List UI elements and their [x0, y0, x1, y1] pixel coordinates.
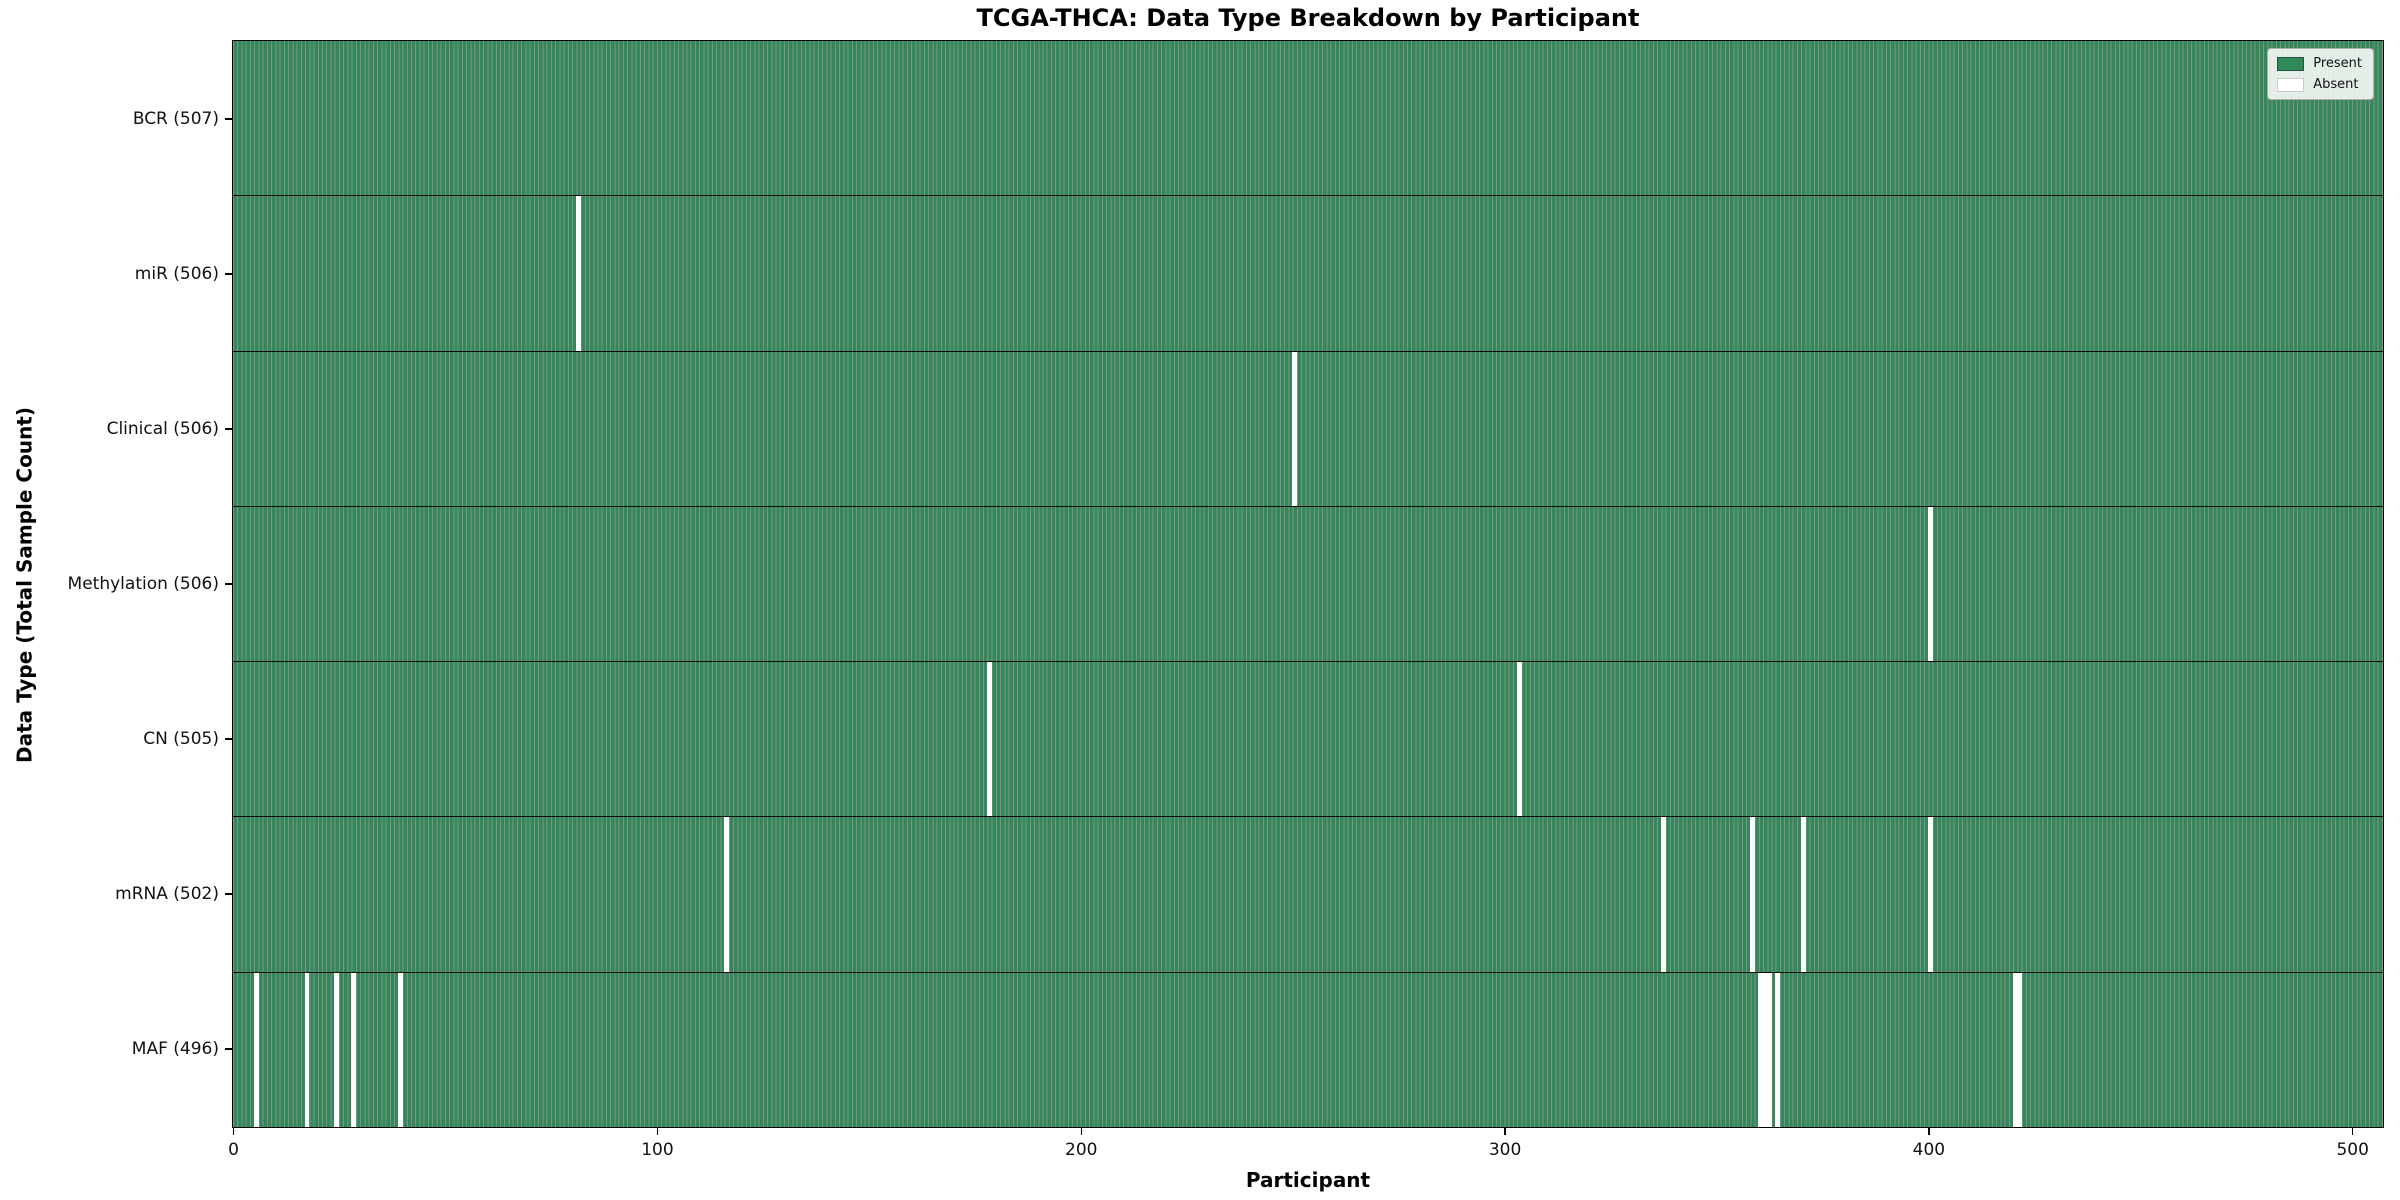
x-axis-label: Participant — [1245, 1168, 1371, 1192]
x-tick-label: 300 — [1488, 1140, 1522, 1160]
absent-gap — [1758, 972, 1764, 1127]
y-tick-mark — [225, 583, 232, 585]
absent-gap — [1927, 506, 1933, 662]
y-tick-mark — [225, 738, 232, 740]
absent-color-swatch-icon — [2277, 77, 2305, 92]
x-tick-mark — [656, 1128, 659, 1135]
absent-gap — [1800, 817, 1806, 972]
heatmap-row-BCR — [233, 41, 2383, 197]
y-tick-mark — [225, 273, 232, 275]
absent-gap — [1766, 972, 1772, 1127]
x-tick-label: 400 — [1912, 1140, 1946, 1160]
y-tick-label: CN (505) — [143, 728, 219, 749]
absent-gap — [304, 972, 310, 1127]
y-tick-label: MAF (496) — [131, 1038, 219, 1059]
absent-gap — [1927, 817, 1933, 972]
absent-gap — [1749, 817, 1755, 972]
x-tick-mark — [1928, 1128, 1930, 1135]
y-tick-label: BCR (507) — [132, 109, 219, 130]
absent-gap — [987, 662, 992, 817]
absent-gap — [724, 817, 730, 972]
present-color-swatch-icon — [2277, 56, 2305, 71]
legend: Present Absent — [2267, 48, 2374, 100]
y-tick-mark — [225, 1048, 232, 1050]
x-tick-mark — [232, 1128, 235, 1135]
absent-gap — [1775, 972, 1781, 1127]
absent-gap — [2012, 972, 2018, 1127]
heatmap-row-mRNA — [233, 817, 2383, 973]
x-tick-label: 0 — [228, 1140, 240, 1160]
absent-gap — [334, 972, 340, 1127]
heatmap-row-CN — [233, 662, 2383, 818]
absent-gap — [2016, 972, 2022, 1127]
legend-label-present: Present — [2313, 56, 2362, 71]
heatmap-row-Methylation — [233, 506, 2383, 663]
chart-title: TCGA-THCA: Data Type Breakdown by Partic… — [976, 4, 1640, 32]
y-tick-label: Clinical (506) — [106, 419, 219, 440]
x-tick-mark — [1080, 1128, 1082, 1135]
absent-gap — [253, 972, 259, 1127]
y-tick-mark — [225, 428, 232, 430]
x-tick-mark — [1504, 1128, 1506, 1135]
heatmap-row-Clinical — [233, 351, 2383, 507]
absent-gap — [575, 196, 581, 351]
y-tick-mark — [225, 893, 232, 895]
x-tick-label: 200 — [1065, 1140, 1098, 1160]
legend-item-absent: Absent — [2277, 77, 2362, 92]
plot-area: Present Absent — [232, 40, 2384, 1128]
x-tick-mark — [2351, 1128, 2354, 1135]
heatmap-row-MAF — [233, 972, 2383, 1127]
legend-label-absent: Absent — [2313, 77, 2359, 92]
x-tick-label: 100 — [641, 1140, 674, 1160]
y-tick-label: miR (506) — [134, 264, 219, 285]
absent-gap — [1516, 662, 1522, 817]
absent-gap — [351, 972, 357, 1127]
y-tick-mark — [225, 118, 232, 120]
y-tick-label: Methylation (506) — [67, 574, 219, 594]
absent-gap — [1660, 817, 1666, 972]
heatmap-row-miR — [233, 196, 2383, 352]
legend-item-present: Present — [2277, 56, 2362, 71]
absent-gap — [397, 972, 403, 1127]
x-tick-label: 500 — [2336, 1140, 2369, 1160]
absent-gap — [1762, 972, 1768, 1127]
heatmap-rows — [233, 41, 2383, 1127]
absent-gap — [1292, 351, 1297, 506]
y-tick-label: mRNA (502) — [115, 883, 219, 904]
